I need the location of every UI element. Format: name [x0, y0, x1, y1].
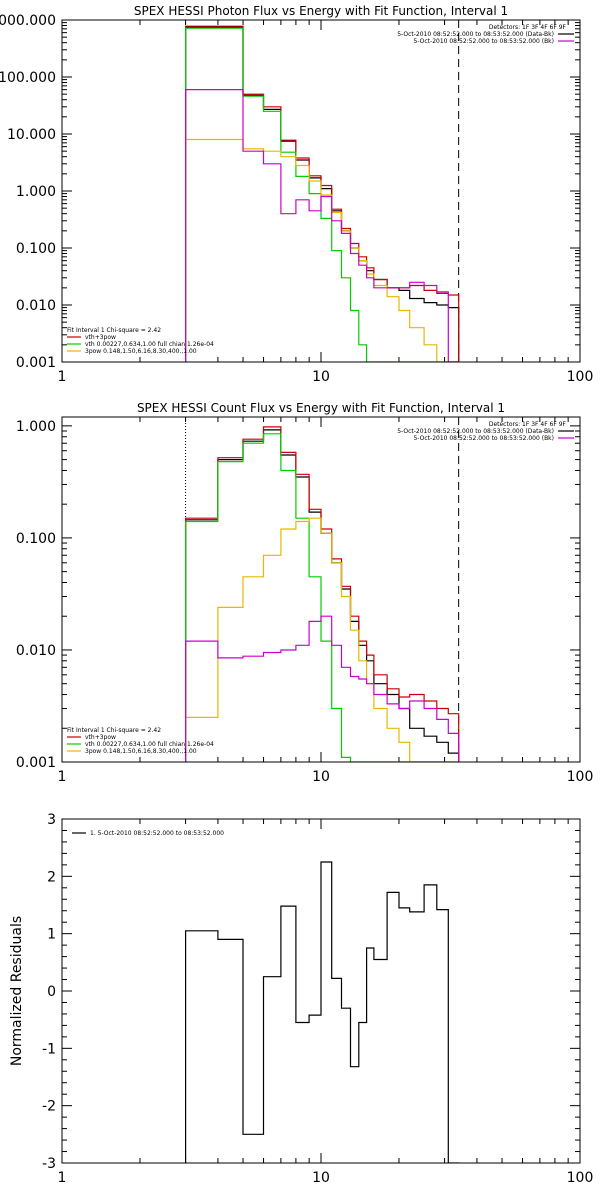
- series-line-1: [185, 429, 460, 762]
- x-tick-label: 100: [567, 1170, 594, 1186]
- y-tick-label: 0.010: [16, 643, 56, 659]
- fit-legend-entry: vth 0.00227,0.634,1.00 full chian 1.26e-…: [85, 341, 214, 348]
- y-tick-label: 100.000: [0, 70, 56, 86]
- header-line-2: 5-Oct-2010 08:52:52.000 to 08:53:52.000 …: [414, 435, 555, 442]
- fit-legend-entry: 3pow 0.148,1.50,6.16,8.30,400.,1.00: [85, 348, 197, 355]
- series-line-5: [185, 89, 460, 362]
- series-line-3: [185, 27, 460, 362]
- y-tick-label: 3: [47, 812, 56, 828]
- series-group: [185, 861, 460, 1163]
- x-tick-label: 100: [567, 369, 594, 385]
- y-tick-label: 0.100: [16, 241, 56, 257]
- y-tick-label: 0.001: [16, 755, 56, 771]
- y-tick-label: -2: [42, 1099, 56, 1115]
- chart-title: SPEX HESSI Photon Flux vs Energy with Fi…: [134, 4, 508, 18]
- fit-legend-title: Fit Interval 1 Chi-square = 2.42: [67, 327, 161, 334]
- x-tick-label: 10: [312, 369, 330, 385]
- chart-title: SPEX HESSI Count Flux vs Energy with Fit…: [137, 401, 505, 415]
- series-group: [185, 426, 460, 762]
- chart-panel-2: SPEX HESSI Count Flux vs Energy with Fit…: [16, 401, 593, 785]
- x-tick-label: 10: [312, 769, 330, 785]
- chart-panel-3: 1 10 100 -3 -2 -1 0 1 2 3 Normalized Residuals 1. 5…: [9, 812, 593, 1186]
- series-group: [185, 25, 460, 362]
- y-tick-label: 0: [47, 984, 56, 1000]
- header-line-2: 5-Oct-2010 08:52:52.000 to 08:53:52.000 …: [414, 38, 555, 45]
- series-line-5: [185, 615, 460, 762]
- y-tick-label: 1: [47, 927, 56, 943]
- x-tick-label: 10: [312, 1170, 330, 1186]
- plot-frame: [61, 416, 581, 763]
- fit-legend-entry: vth+3pow: [85, 334, 116, 341]
- series-line-4: [185, 138, 460, 362]
- fit-legend-entry: vth+3pow: [85, 734, 116, 741]
- y-tick-label: 0.100: [16, 531, 56, 547]
- series-line-1: [185, 861, 460, 1163]
- plot-frame: [61, 19, 581, 363]
- y-tick-label: 0.001: [16, 355, 56, 371]
- y-tick-label: -1: [42, 1041, 56, 1057]
- x-tick-label: 100: [567, 769, 594, 785]
- fit-legend-entry: 3pow 0.148,1.50,6.16,8.30,400.,1.00: [85, 748, 197, 755]
- y-tick-label: 10.000: [7, 127, 56, 143]
- x-tick-label: 1: [58, 1170, 67, 1186]
- series-line-2: [185, 426, 460, 762]
- series-line-4: [185, 517, 460, 762]
- x-tick-label: 1: [58, 369, 67, 385]
- detectors-label: Detectors: 1F 3F 4F 6F 9F: [489, 24, 567, 31]
- fit-legend-title: Fit Interval 1 Chi-square = 2.42: [67, 727, 161, 734]
- chart-panel-1: SPEX HESSI Photon Flux vs Energy with Fi…: [0, 4, 593, 385]
- plot-frame: [61, 818, 581, 1164]
- header-line-1: 5-Oct-2010 08:52:52.000 to 08:53:52.000 …: [397, 428, 554, 435]
- y-axis-ticks: [62, 425, 580, 763]
- y-tick-label: 0.010: [16, 298, 56, 314]
- y-tick-label: 1.000: [16, 184, 56, 200]
- detectors-label: Detectors: 1F 3F 4F 6F 9F: [489, 421, 567, 428]
- x-tick-label: 1: [58, 769, 67, 785]
- y-tick-label: 1.000: [16, 419, 56, 435]
- y-tick-label: -3: [42, 1156, 56, 1172]
- fit-legend-entry: vth 0.00227,0.634,1.00 full chian 1.26e-…: [85, 741, 214, 748]
- x-axis-ticks: [61, 819, 581, 1163]
- y-axis-label: Normalized Residuals: [9, 916, 25, 1066]
- header-line-1: 5-Oct-2010 08:52:52.000 to 08:53:52.000 …: [397, 31, 554, 38]
- residual-legend-label: 1. 5-Oct-2010 08:52:52.000 to 08:53:52.0…: [90, 830, 224, 837]
- y-tick-label: 2: [47, 869, 56, 885]
- series-line-3: [185, 433, 460, 762]
